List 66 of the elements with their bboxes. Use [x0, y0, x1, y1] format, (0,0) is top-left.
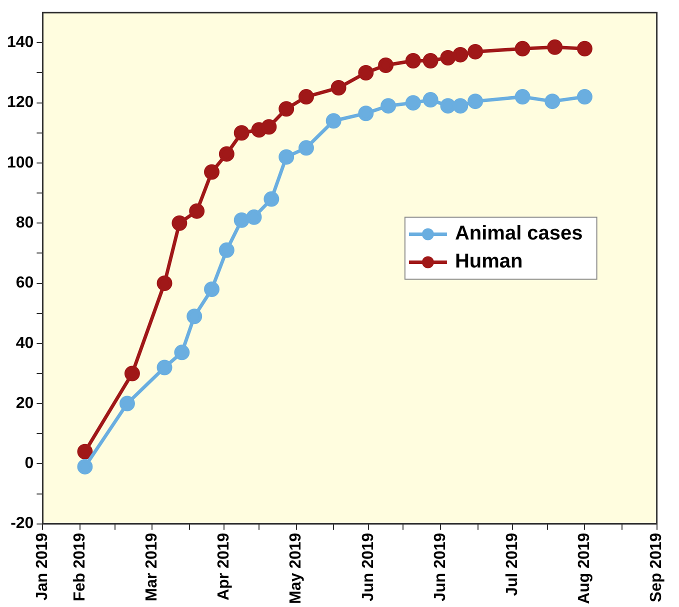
x-tick-label: Sep 2019	[648, 532, 666, 602]
point	[156, 276, 172, 292]
point	[468, 44, 484, 60]
point	[204, 282, 220, 298]
x-tick-label: May 2019	[288, 532, 305, 604]
point	[405, 95, 421, 111]
point	[576, 40, 592, 56]
point	[452, 46, 468, 62]
x-tick-label: Apr 2019	[216, 532, 233, 600]
point	[204, 164, 220, 180]
point	[330, 80, 346, 96]
point	[326, 113, 342, 129]
legend-label: Animal cases	[454, 222, 583, 245]
y-tick-label: 40	[16, 334, 34, 352]
point	[261, 119, 277, 135]
point	[547, 39, 563, 55]
point	[452, 98, 468, 114]
point	[544, 94, 560, 110]
point	[234, 212, 250, 228]
point	[124, 366, 140, 382]
point	[358, 106, 374, 122]
y-tick-label: 0	[24, 455, 34, 472]
x-tick-label: Mar 2019	[143, 532, 160, 602]
y-tick-label: 100	[6, 154, 34, 172]
point	[189, 203, 205, 219]
point	[234, 125, 250, 141]
point	[422, 52, 438, 68]
point	[378, 57, 394, 73]
point	[298, 140, 314, 156]
y-tick-label: 20	[16, 394, 34, 412]
point	[422, 92, 438, 108]
point	[246, 209, 262, 225]
x-tick-label: Jul 2019	[504, 532, 522, 596]
point	[174, 344, 190, 360]
point	[172, 215, 188, 231]
point	[468, 94, 484, 110]
point	[119, 396, 135, 412]
point	[405, 52, 421, 68]
point	[278, 101, 294, 117]
point	[358, 64, 374, 80]
point	[514, 40, 530, 56]
point	[77, 444, 93, 460]
point	[264, 191, 280, 207]
y-tick-label: 60	[16, 274, 34, 292]
point	[440, 98, 456, 114]
x-tick-label: Jun 2019	[360, 532, 377, 602]
point	[77, 458, 93, 474]
point	[440, 50, 456, 66]
y-tick-label: 80	[16, 214, 34, 232]
y-tick-label: 140	[6, 34, 34, 52]
point	[186, 308, 202, 324]
point	[576, 89, 592, 105]
x-tick-label: Aug 2019	[576, 532, 594, 604]
y-tick-label: -20	[10, 515, 34, 532]
point	[218, 242, 234, 258]
point	[298, 89, 314, 105]
x-tick-label: Jun 2019	[432, 532, 449, 602]
y-tick-label: 120	[6, 94, 34, 112]
point	[514, 89, 530, 105]
x-tick-label: Jan 2019	[34, 532, 52, 600]
point	[380, 98, 396, 114]
point	[278, 149, 294, 165]
legend-label: Human	[454, 250, 523, 273]
point	[218, 146, 234, 162]
x-tick-label: Feb 2019	[71, 532, 88, 602]
point	[156, 360, 172, 376]
